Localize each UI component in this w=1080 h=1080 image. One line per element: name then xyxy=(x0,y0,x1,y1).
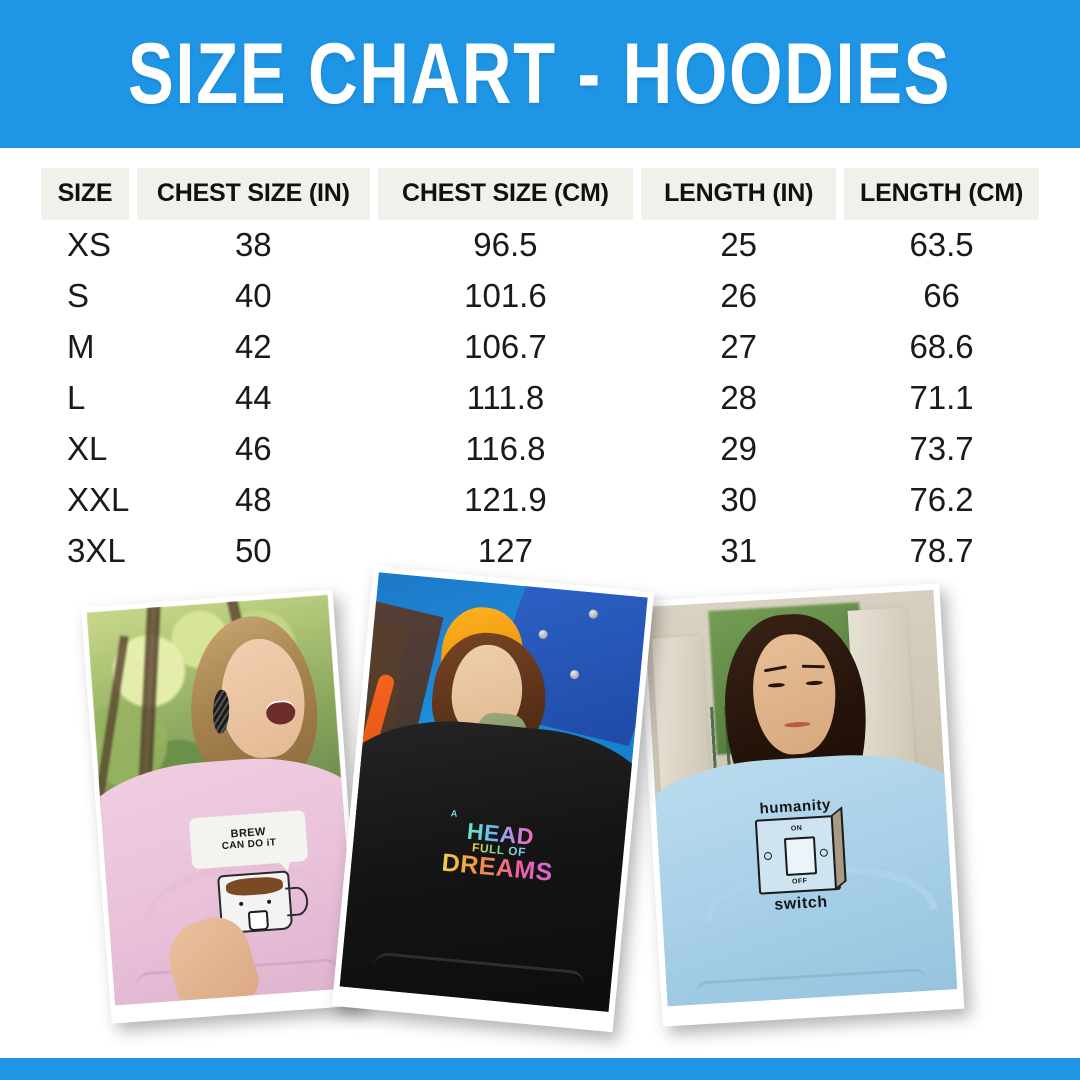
cell-length-cm: 68.6 xyxy=(909,328,974,365)
cell-chest-in: 40 xyxy=(234,277,272,314)
blue-hoodie-photo: humanity ON OFF switch xyxy=(637,583,965,1027)
screw-icon xyxy=(763,851,772,861)
cell-length-cm: 66 xyxy=(923,277,960,314)
table-row: L 44 111.8 28 71.1 xyxy=(41,373,1039,424)
cell-size: L xyxy=(67,379,86,416)
pink-hoodie-photo: BREW CAN DO iT xyxy=(81,589,363,1024)
cell-size: M xyxy=(67,328,95,365)
black-hoodie-photo: A HEAD FULL OF DREAMS xyxy=(331,565,655,1033)
switch-on-label: ON xyxy=(790,824,803,833)
cell-chest-in: 48 xyxy=(234,481,272,518)
table-row: S 40 101.6 26 66 xyxy=(41,271,1039,322)
dreams-graphic: A HEAD FULL OF DREAMS xyxy=(418,778,580,916)
kangaroo-pocket xyxy=(371,951,586,1012)
cell-chest-cm: 96.5 xyxy=(473,226,538,263)
size-chart-table-container: SIZE CHEST SIZE (IN) CHEST SIZE (CM) LEN… xyxy=(0,168,1080,577)
switch-rocker xyxy=(783,836,817,877)
mug-teeth xyxy=(247,910,270,932)
table-row: M 42 106.7 27 68.6 xyxy=(41,322,1039,373)
cell-chest-cm: 106.7 xyxy=(464,328,547,365)
column-header-length-in: LENGTH (IN) xyxy=(641,168,837,220)
cell-length-in: 27 xyxy=(720,328,758,365)
table-header-row: SIZE CHEST SIZE (IN) CHEST SIZE (CM) LEN… xyxy=(41,168,1039,220)
screw-icon xyxy=(819,848,829,858)
pink-hoodie-photo-image: BREW CAN DO iT xyxy=(86,594,357,1006)
speech-bubble-graphic: BREW CAN DO iT xyxy=(188,809,309,870)
table-row: XL 46 116.8 29 73.7 xyxy=(41,424,1039,475)
cell-length-cm: 73.7 xyxy=(909,430,974,467)
cell-size: S xyxy=(67,277,90,314)
page-title: SIZE CHART - HOODIES xyxy=(128,26,952,122)
column-header-chest-cm: CHEST SIZE (CM) xyxy=(377,168,634,220)
cell-length-in: 28 xyxy=(720,379,758,416)
cell-chest-cm: 121.9 xyxy=(464,481,547,518)
mug-eye xyxy=(238,902,244,907)
cell-length-in: 29 xyxy=(720,430,758,467)
switch-off-label: OFF xyxy=(791,878,808,887)
cell-chest-in: 38 xyxy=(234,226,272,263)
cell-size: XXL xyxy=(67,481,130,518)
table-row: XS 38 96.5 25 63.5 xyxy=(41,220,1039,271)
cell-chest-in: 46 xyxy=(234,430,272,467)
header-banner: SIZE CHART - HOODIES xyxy=(0,0,1080,148)
kangaroo-pocket xyxy=(693,968,930,1007)
column-header-chest-in: CHEST SIZE (IN) xyxy=(137,168,370,220)
cell-length-cm: 63.5 xyxy=(909,226,974,263)
table-header: SIZE CHEST SIZE (IN) CHEST SIZE (CM) LEN… xyxy=(41,168,1039,220)
cell-chest-cm: 127 xyxy=(477,532,533,569)
cell-length-in: 26 xyxy=(720,277,758,314)
model-eyebrow xyxy=(801,664,825,669)
cell-chest-cm: 101.6 xyxy=(464,277,547,314)
cell-chest-cm: 111.8 xyxy=(466,379,545,416)
cell-chest-in: 42 xyxy=(234,328,272,365)
cell-length-cm: 78.7 xyxy=(909,532,974,569)
cell-chest-in: 44 xyxy=(234,379,272,416)
cell-length-in: 30 xyxy=(720,481,758,518)
bolt-icon xyxy=(538,629,548,639)
cell-size: XL xyxy=(67,430,108,467)
size-chart-table: SIZE CHEST SIZE (IN) CHEST SIZE (CM) LEN… xyxy=(33,168,1047,577)
column-header-length-cm: LENGTH (CM) xyxy=(844,168,1039,220)
graphic-text-line1: A xyxy=(450,808,459,819)
cell-length-cm: 71.1 xyxy=(909,379,974,416)
graphic-text-line2: switch xyxy=(773,893,829,914)
blue-hoodie-photo-image: humanity ON OFF switch xyxy=(643,589,958,1007)
cell-chest-cm: 116.8 xyxy=(465,430,546,467)
product-photo-gallery: BREW CAN DO iT xyxy=(0,556,1080,1056)
cell-length-cm: 76.2 xyxy=(909,481,974,518)
cell-chest-in: 50 xyxy=(234,532,272,569)
graphic-text-line2: CAN DO iT xyxy=(221,837,277,852)
black-hoodie-photo-image: A HEAD FULL OF DREAMS xyxy=(339,572,648,1012)
footer-bar xyxy=(0,1058,1080,1080)
cell-length-in: 31 xyxy=(720,532,758,569)
light-switch-icon: ON OFF xyxy=(754,814,842,895)
table-row: 3XL 50 127 31 78.7 xyxy=(41,526,1039,577)
graphic-text-line4: DREAMS xyxy=(440,848,555,888)
graphic-text-line1: humanity xyxy=(759,796,832,818)
table-row: XXL 48 121.9 30 76.2 xyxy=(41,475,1039,526)
column-header-size: SIZE xyxy=(41,168,129,220)
cell-length-in: 25 xyxy=(720,226,758,263)
humanity-switch-graphic: humanity ON OFF switch xyxy=(720,794,879,939)
mug-eye xyxy=(267,899,272,905)
cell-size: 3XL xyxy=(67,532,126,569)
table-body: XS 38 96.5 25 63.5 S 40 101.6 26 66 M 42… xyxy=(41,220,1039,577)
cell-size: XS xyxy=(67,226,112,263)
